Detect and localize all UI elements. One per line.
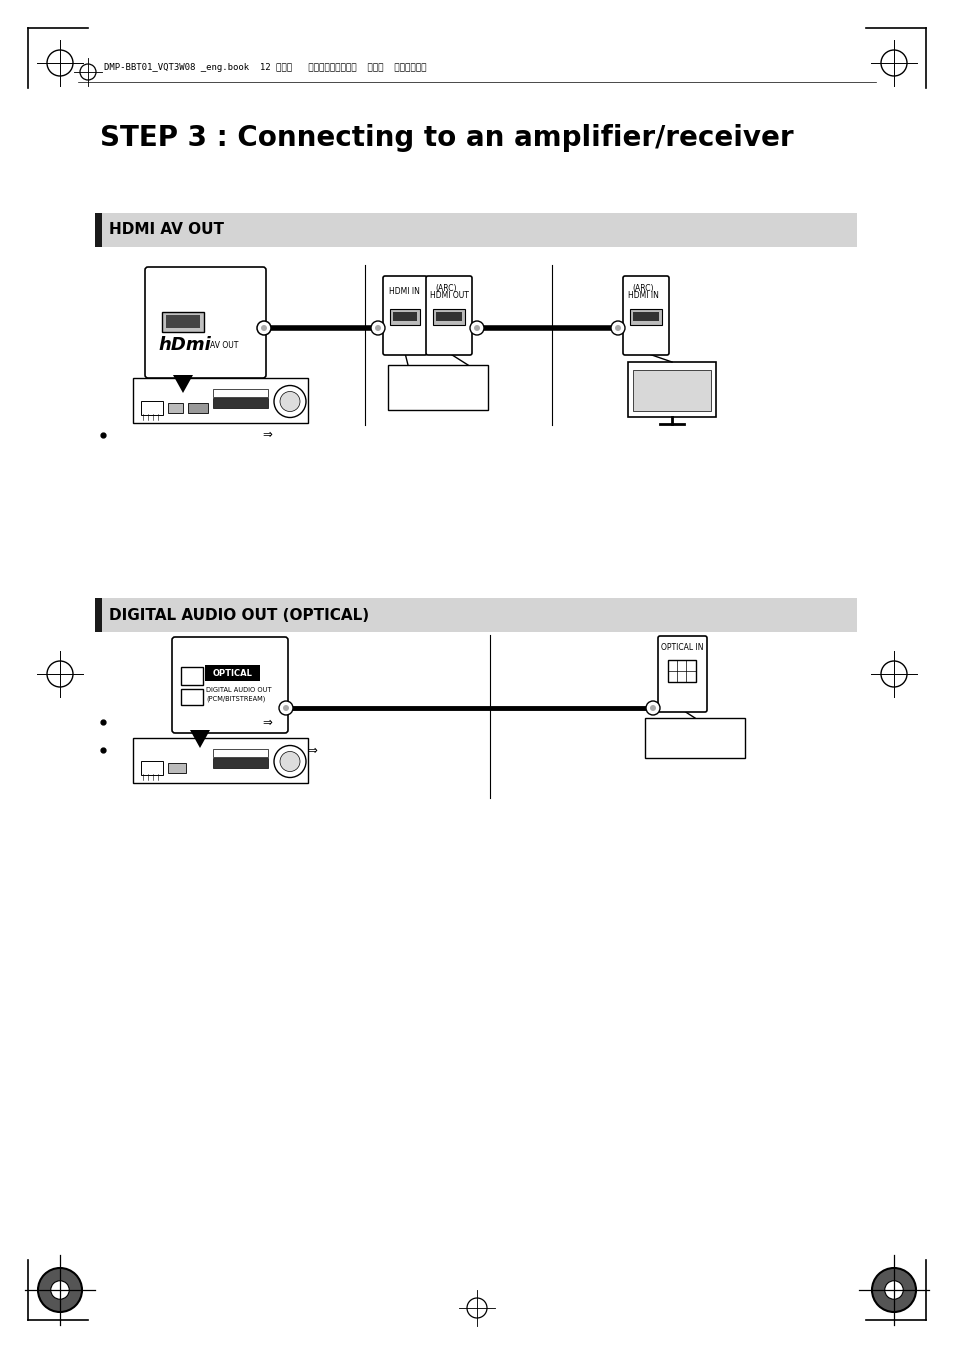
Bar [213, 390, 268, 398]
Bar [213, 398, 268, 408]
Bar [132, 737, 308, 783]
Bar [181, 667, 203, 685]
Bar [95, 599, 856, 632]
FancyBboxPatch shape [382, 276, 427, 355]
Bar [213, 758, 268, 768]
Bar [393, 311, 416, 321]
Circle shape [256, 321, 271, 336]
FancyBboxPatch shape [172, 638, 288, 733]
Circle shape [615, 325, 620, 332]
Text: ⇒: ⇒ [112, 716, 273, 728]
Text: OPTICAL: OPTICAL [213, 669, 253, 678]
FancyBboxPatch shape [145, 267, 266, 377]
Bar [627, 363, 716, 417]
Bar [433, 309, 464, 325]
Bar [141, 400, 163, 415]
Text: HDMI IN: HDMI IN [627, 291, 659, 301]
Bar [667, 661, 696, 682]
Bar [166, 315, 200, 328]
Bar [95, 599, 102, 632]
FancyBboxPatch shape [622, 276, 668, 355]
Text: DIGITAL AUDIO OUT (OPTICAL): DIGITAL AUDIO OUT (OPTICAL) [109, 608, 369, 623]
FancyBboxPatch shape [658, 636, 706, 712]
Text: (PCM/BITSTREAM): (PCM/BITSTREAM) [206, 696, 265, 702]
Bar [644, 718, 744, 758]
Bar [168, 763, 186, 772]
Circle shape [371, 321, 385, 336]
Text: HDMI AV OUT: HDMI AV OUT [109, 222, 224, 237]
Bar [95, 213, 856, 247]
Text: HDMI OUT: HDMI OUT [430, 291, 468, 301]
Text: STEP 3 : Connecting to an amplifier/receiver: STEP 3 : Connecting to an amplifier/rece… [100, 124, 793, 152]
Bar [132, 377, 308, 423]
Circle shape [470, 321, 483, 336]
Circle shape [51, 1281, 70, 1299]
Bar [633, 369, 710, 411]
Bar [436, 311, 461, 321]
Text: OPTICAL IN: OPTICAL IN [660, 643, 703, 652]
Bar [388, 365, 488, 410]
Circle shape [280, 751, 299, 771]
Text: HDMI IN: HDMI IN [389, 287, 419, 297]
Circle shape [883, 1281, 902, 1299]
Text: AV OUT: AV OUT [210, 341, 238, 349]
Text: ⇒: ⇒ [112, 429, 284, 442]
Text: DMP-BBT01_VQT3W08 _eng.book  12 ページ   ２０１２年４月６日  金曜日  午後３時０分: DMP-BBT01_VQT3W08 _eng.book 12 ページ ２０１２年… [104, 63, 426, 73]
Bar [95, 213, 102, 247]
Circle shape [645, 701, 659, 714]
Text: (ARC): (ARC) [435, 283, 456, 293]
Text: ⇒: ⇒ [112, 744, 317, 756]
Circle shape [474, 325, 479, 332]
Circle shape [871, 1268, 915, 1312]
Bar [633, 311, 659, 321]
Circle shape [649, 705, 656, 710]
Circle shape [278, 701, 293, 714]
Polygon shape [190, 731, 210, 748]
Circle shape [280, 391, 299, 411]
FancyBboxPatch shape [426, 276, 472, 355]
Bar [162, 311, 204, 332]
Circle shape [375, 325, 380, 332]
Bar [629, 309, 661, 325]
Text: hDmi: hDmi [158, 336, 211, 355]
Circle shape [261, 325, 267, 332]
Circle shape [610, 321, 624, 336]
Bar [188, 403, 208, 412]
Bar [390, 309, 419, 325]
Circle shape [274, 386, 306, 418]
Bar [181, 689, 203, 705]
Text: DIGITAL AUDIO OUT: DIGITAL AUDIO OUT [206, 687, 272, 693]
Bar [141, 762, 163, 775]
Text: (ARC): (ARC) [631, 283, 653, 293]
Bar [213, 749, 268, 758]
Circle shape [283, 705, 289, 710]
Circle shape [274, 745, 306, 778]
Polygon shape [172, 375, 193, 394]
Bar [168, 403, 183, 412]
Circle shape [38, 1268, 82, 1312]
Bar [205, 665, 260, 681]
